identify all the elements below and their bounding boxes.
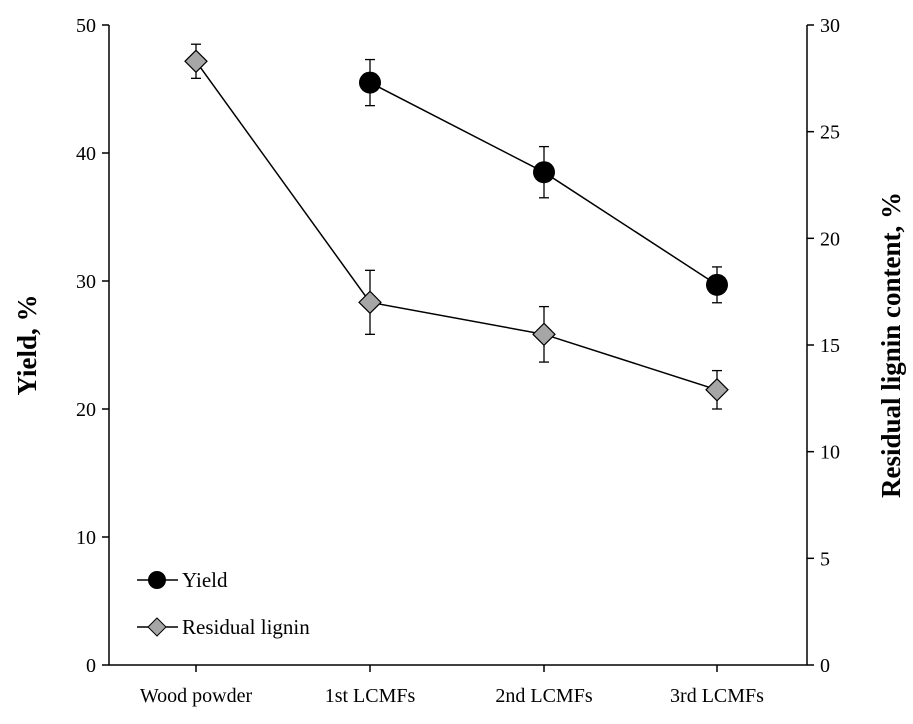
data-point-yield	[533, 161, 555, 184]
x-tick-label: 3rd LCMFs	[670, 685, 764, 707]
data-point-residual-lignin	[358, 290, 382, 315]
legend-marker-yield	[148, 571, 166, 589]
data-point-yield	[359, 71, 381, 94]
left-tick-label: 0	[86, 655, 96, 677]
series-line-residual-lignin	[195, 60, 718, 391]
x-axis-ticks: Wood powder 1st LCMFs 2nd LCMFs 3rd LCMFs	[140, 665, 764, 707]
legend-marker-residual-lignin	[147, 617, 167, 637]
right-tick-label: 15	[820, 335, 840, 357]
y2-axis-title: Residual lignin content, %	[876, 192, 906, 498]
legend: Yield Residual lignin	[137, 568, 310, 639]
legend-item-yield: Yield	[137, 568, 228, 592]
left-tick-label: 20	[76, 399, 96, 421]
right-tick-label: 30	[820, 15, 840, 37]
right-tick-label: 5	[820, 548, 830, 570]
data-point-yield	[706, 273, 728, 296]
left-axis-ticks: 0 10 20 30 40 50	[76, 15, 109, 677]
data-point-residual-lignin	[705, 377, 729, 402]
legend-label-yield: Yield	[182, 568, 228, 592]
left-tick-label: 40	[76, 143, 96, 165]
data-point-residual-lignin	[532, 322, 556, 347]
left-tick-label: 50	[76, 15, 96, 37]
right-axis-ticks: 0 5 10 15 20 25 30	[807, 15, 840, 677]
left-tick-label: 30	[76, 271, 96, 293]
series-layer	[184, 43, 729, 410]
y-axis-title: Yield, %	[12, 295, 42, 396]
series-residual-lignin	[184, 43, 729, 410]
left-tick-label: 10	[76, 527, 96, 549]
series-yield	[359, 58, 728, 304]
right-tick-label: 25	[820, 122, 840, 144]
right-tick-label: 0	[820, 655, 830, 677]
data-point-residual-lignin	[184, 49, 208, 74]
legend-item-residual-lignin: Residual lignin	[137, 615, 310, 639]
x-tick-label: 2nd LCMFs	[495, 685, 592, 707]
x-tick-label: 1st LCMFs	[325, 685, 416, 707]
right-tick-label: 20	[820, 228, 840, 250]
legend-label-residual-lignin: Residual lignin	[182, 615, 310, 639]
right-tick-label: 10	[820, 442, 840, 464]
x-tick-label: Wood powder	[140, 685, 253, 707]
